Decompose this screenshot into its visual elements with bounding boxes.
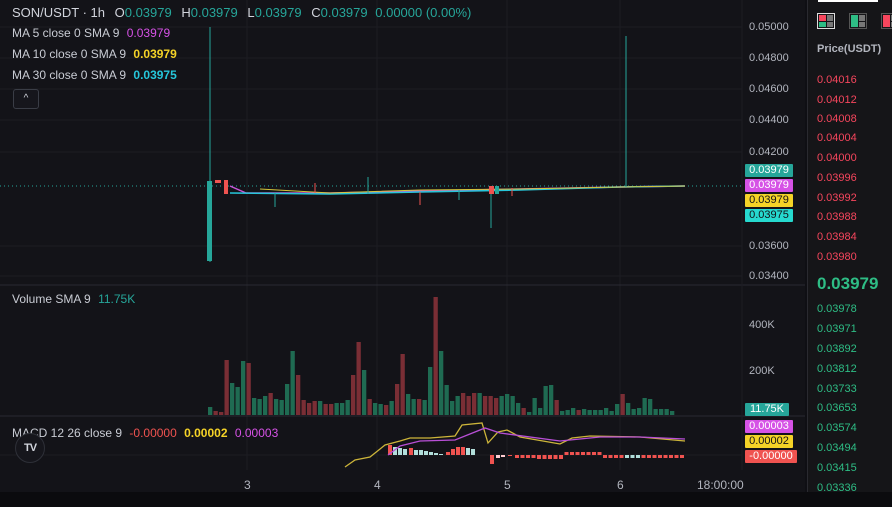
indicator-value: 0.03979 — [133, 47, 177, 61]
open-value: 0.03979 — [124, 5, 172, 20]
ask-price[interactable]: 0.03992 — [817, 192, 857, 204]
symbol-legend: SON/USDT · 1h O0.03979 H0.03979 L0.03979… — [12, 5, 472, 20]
time-label: 4 — [374, 478, 381, 492]
macd-value: 0.00002 — [184, 426, 228, 440]
price-tick: 0.03400 — [749, 270, 789, 282]
tradingview-logo[interactable]: TV — [15, 433, 45, 463]
bid-price[interactable]: 0.03971 — [817, 323, 857, 335]
open-label: O — [114, 5, 125, 20]
macd-tag: 0.00002 — [745, 435, 793, 448]
collapse-legend-button[interactable]: ^ — [13, 89, 39, 109]
volume-legend[interactable]: Volume SMA 9 11.75K — [12, 292, 135, 306]
macd-signal-tag: 0.00003 — [745, 420, 793, 433]
low-value: 0.03979 — [254, 5, 302, 20]
interval[interactable]: 1h — [90, 5, 105, 20]
orderbook-both-icon[interactable] — [817, 13, 835, 29]
volume-tick: 400K — [749, 319, 775, 331]
ask-price[interactable]: 0.03984 — [817, 231, 857, 243]
indicator-label: MA 5 close 0 SMA 9 — [12, 26, 120, 40]
symbol-name[interactable]: SON/USDT — [12, 5, 79, 20]
low-label: L — [247, 5, 255, 20]
bottom-bar — [0, 492, 892, 507]
ask-price[interactable]: 0.03996 — [817, 172, 857, 184]
ask-price[interactable]: 0.03980 — [817, 251, 857, 263]
orderbook-panel: Price(USDT) 0.04016 0.04012 0.04008 0.04… — [807, 0, 892, 497]
ask-price[interactable]: 0.04016 — [817, 74, 857, 86]
ma30-price-tag: 0.03975 — [745, 209, 793, 222]
high-label: H — [181, 5, 191, 20]
macd-legend[interactable]: MACD 12 26 close 9 -0.00000 0.00002 0.00… — [12, 426, 278, 440]
bid-price[interactable]: 0.03494 — [817, 442, 857, 454]
macd-hist-value: -0.00000 — [129, 426, 177, 440]
close-value: 0.03979 — [320, 5, 368, 20]
price-tick: 0.04800 — [749, 52, 789, 64]
bid-price[interactable]: 0.03415 — [817, 462, 857, 474]
price-tick: 0.03600 — [749, 240, 789, 252]
orderbook-price-header: Price(USDT) — [817, 43, 882, 55]
price-tick: 0.04200 — [749, 146, 789, 158]
ask-price[interactable]: 0.04004 — [817, 132, 857, 144]
chevron-up-icon: ^ — [23, 93, 29, 104]
close-label: C — [311, 5, 321, 20]
orderbook-bids-icon[interactable] — [849, 13, 867, 29]
orderbook-asks-icon[interactable] — [881, 13, 892, 29]
macd-hist-tag: -0.00000 — [745, 450, 797, 463]
macd-signal-value: 0.00003 — [234, 426, 279, 440]
time-label: 3 — [244, 478, 251, 492]
ma10-price-tag: 0.03979 — [745, 194, 793, 207]
price-tick: 0.05000 — [749, 21, 789, 33]
indicator-ma10[interactable]: MA 10 close 0 SMA 9 0.03979 — [12, 47, 177, 61]
indicator-value: 0.03979 — [126, 26, 171, 40]
last-price-tag: 0.03979 — [745, 164, 793, 177]
time-label: 18:00:00 — [697, 478, 744, 492]
chart-canvas[interactable] — [0, 0, 805, 492]
indicator-value: 0.03975 — [133, 68, 177, 82]
change-value: 0.00000 (0.00%) — [375, 5, 472, 20]
bid-price[interactable]: 0.03978 — [817, 303, 857, 315]
ask-price[interactable]: 0.04012 — [817, 94, 857, 106]
time-label: 6 — [617, 478, 624, 492]
ask-price[interactable]: 0.04000 — [817, 152, 857, 164]
time-label: 5 — [504, 478, 511, 492]
bid-price[interactable]: 0.03653 — [817, 402, 857, 414]
high-value: 0.03979 — [190, 5, 238, 20]
indicator-label: MA 30 close 0 SMA 9 — [12, 68, 127, 82]
indicator-label: MA 10 close 0 SMA 9 — [12, 47, 127, 61]
chart-area[interactable]: SON/USDT · 1h O0.03979 H0.03979 L0.03979… — [0, 0, 805, 492]
orderbook-tab-indicator — [818, 0, 878, 2]
bid-price[interactable]: 0.03892 — [817, 343, 857, 355]
volume-value: 11.75K — [98, 292, 136, 306]
orderbook-view-toggles — [817, 13, 892, 29]
ma5-price-tag: 0.03979 — [745, 179, 793, 192]
bid-price[interactable]: 0.03812 — [817, 363, 857, 375]
indicator-ma30[interactable]: MA 30 close 0 SMA 9 0.03975 — [12, 68, 177, 82]
volume-tag: 11.75K — [745, 403, 789, 416]
bid-price[interactable]: 0.03336 — [817, 482, 857, 494]
price-tick: 0.04600 — [749, 83, 789, 95]
price-tick: 0.04400 — [749, 114, 789, 126]
volume-label: Volume SMA 9 — [12, 292, 91, 306]
bid-price[interactable]: 0.03574 — [817, 422, 857, 434]
last-price: 0.03979 — [817, 274, 879, 293]
ask-price[interactable]: 0.03988 — [817, 211, 857, 223]
volume-tick: 200K — [749, 365, 775, 377]
indicator-ma5[interactable]: MA 5 close 0 SMA 9 0.03979 — [12, 26, 170, 40]
bid-price[interactable]: 0.03733 — [817, 383, 857, 395]
ask-price[interactable]: 0.04008 — [817, 113, 857, 125]
